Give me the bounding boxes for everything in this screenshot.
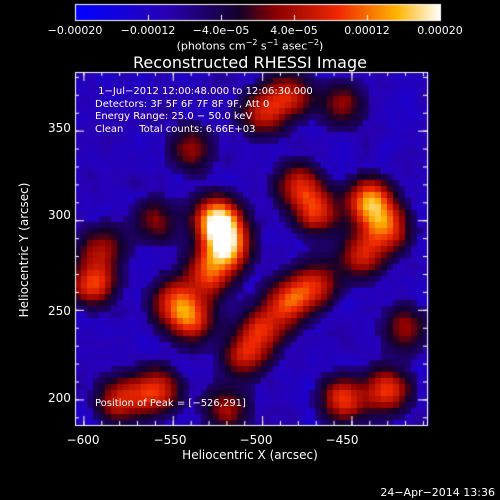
y-tick-2: 250	[48, 304, 71, 318]
colorbar-tick-3: 4.0e−05	[270, 24, 318, 37]
x-tick-2: −500	[239, 433, 273, 447]
peak-position-label: Position of Peak = [−526,291]	[95, 398, 246, 409]
x-tick-3: −450	[325, 433, 359, 447]
y-tick-1: 300	[48, 208, 71, 222]
info-line-time: 1−Jul−2012 12:00:48.000 to 12:06:30.000	[95, 86, 313, 97]
chart-title: Reconstructed RHESSI Image	[133, 53, 367, 72]
info-line-energy: Energy Range: 25.0 − 50.0 keV	[95, 111, 253, 122]
colorbar-tick-0: −0.00020	[47, 24, 103, 37]
x-axis-label: Heliocentric X (arcsec)	[182, 448, 318, 462]
info-line-detectors: Detectors: 3F 5F 6F 7F 8F 9F, Att 0	[95, 98, 270, 110]
plot-date: 24−Apr−2014 13:36	[380, 486, 495, 499]
colorbar-tick-1: −0.00012	[120, 24, 176, 37]
colorbar-tick-2: −4.0e−05	[192, 24, 250, 37]
y-tick-0: 350	[48, 121, 71, 135]
info-line-counts: Clean Total counts: 6.66E+03	[95, 123, 256, 135]
colorbar-tick-5: 0.00020	[417, 24, 463, 37]
y-axis-label: Heliocentric Y (arcsec)	[17, 182, 31, 318]
x-tick-0: −600	[66, 433, 100, 447]
info-block: 1−Jul−2012 12:00:48.000 to 12:06:30.000 …	[95, 86, 313, 136]
colorbar-tick-4: 0.00012	[344, 24, 390, 37]
y-tick-3: 200	[48, 391, 71, 405]
x-tick-1: −550	[153, 433, 187, 447]
colorbar-units: (photons cm−2 s−1 asec−2)	[176, 38, 324, 53]
